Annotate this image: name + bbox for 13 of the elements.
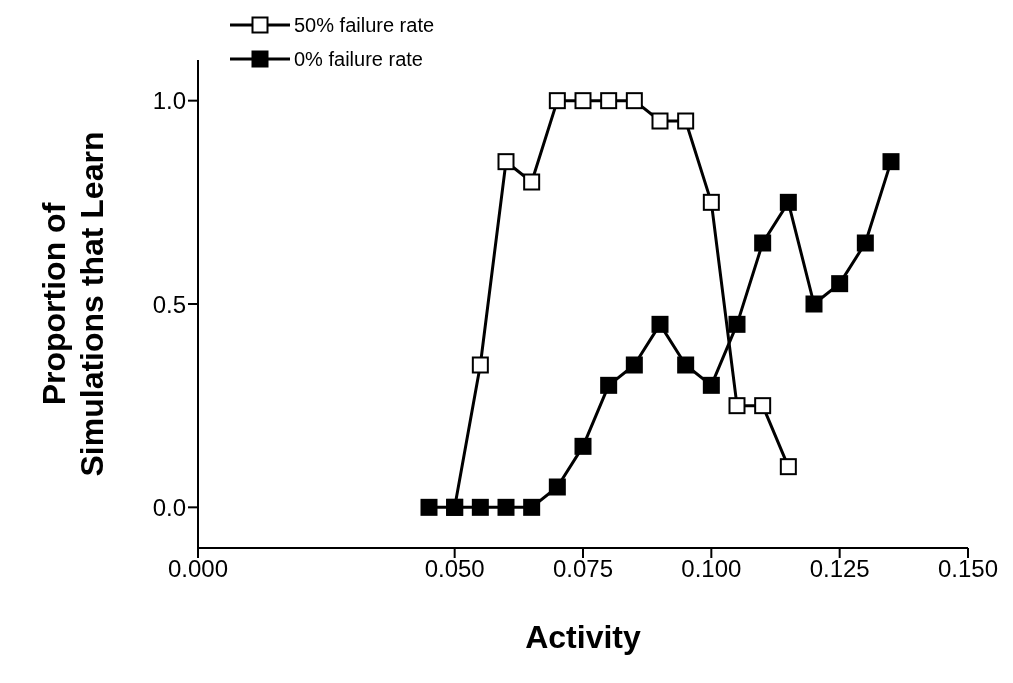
y-tick-label: 0.5: [152, 290, 186, 318]
x-tick-label: 0.125: [809, 555, 870, 583]
x-tick-label: 0.000: [167, 555, 229, 583]
x-tick-label: 0.150: [937, 555, 999, 583]
legend-label: 0% failure rate: [294, 47, 423, 71]
y-tick-label: 1.0: [152, 87, 186, 115]
y-tick-label: 0.0: [152, 493, 186, 521]
x-tick-label: 0.050: [424, 555, 485, 583]
x-tick-label: 0.100: [681, 555, 742, 583]
x-axis-title: Activity: [525, 619, 641, 655]
legend-label: 50% failure rate: [294, 13, 435, 37]
y-axis-title: Proportion of Simulations that Learn: [35, 131, 111, 477]
x-tick-label: 0.075: [552, 555, 614, 583]
